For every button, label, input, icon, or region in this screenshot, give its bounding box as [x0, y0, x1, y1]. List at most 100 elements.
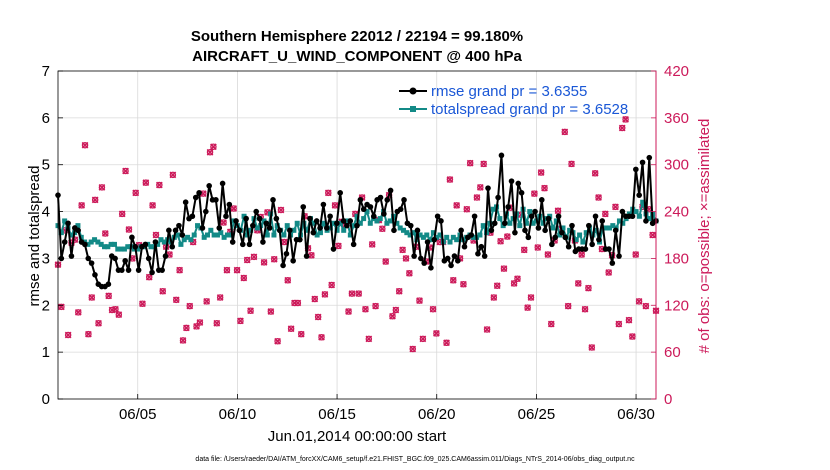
obs-assimilated-point [406, 269, 413, 277]
obs-possible-point [564, 302, 572, 310]
obs-assimilated-point [85, 330, 92, 338]
rmse-point [213, 197, 219, 203]
y-right-tick-label: 60 [664, 344, 681, 361]
spread-point [304, 227, 310, 233]
spread-point [427, 237, 433, 243]
obs-possible-point [514, 275, 521, 282]
rmse-point [176, 222, 182, 229]
spread-point [523, 220, 529, 226]
obs-possible-point [176, 266, 183, 274]
obs-assimilated-point [203, 298, 211, 305]
obs-possible-point [477, 184, 484, 191]
obs-assimilated-point [541, 184, 548, 192]
obs-possible-point [237, 317, 244, 325]
spread-point [68, 232, 74, 238]
obs-assimilated-point [490, 294, 498, 301]
rmse-point [505, 204, 511, 210]
spread-point [583, 230, 589, 236]
rmse-point [478, 243, 485, 250]
obs-possible-point [274, 337, 281, 345]
obs-possible-point [595, 194, 602, 201]
obs-possible-point [223, 266, 231, 274]
spread-point [424, 232, 430, 238]
rmse-point [535, 225, 542, 231]
spread-point [437, 232, 443, 238]
obs-possible-point [270, 255, 278, 263]
rmse-point [192, 194, 199, 201]
obs-assimilated-point [449, 276, 457, 284]
spread-point [454, 237, 460, 243]
obs-assimilated-point [152, 231, 160, 239]
spread-point [105, 244, 111, 250]
obs-possible-point [105, 292, 112, 300]
spread-point [417, 232, 423, 238]
rmse-point [125, 267, 132, 273]
obs-assimilated-point [574, 280, 582, 287]
rmse-point [428, 265, 434, 271]
spread-point [500, 223, 506, 229]
spread-point [218, 230, 224, 236]
obs-possible-point [233, 266, 241, 274]
obs-possible-point [429, 305, 437, 313]
spread-point [135, 246, 141, 252]
rmse-point [562, 234, 569, 241]
rmse-point [216, 225, 223, 231]
y-left-tick-label: 3 [42, 250, 50, 267]
spread-point [354, 213, 360, 219]
obs-assimilated-point [463, 205, 471, 213]
rmse-point [488, 227, 495, 234]
obs-possible-point [169, 171, 177, 179]
obs-possible-point [642, 302, 650, 310]
obs-assimilated-point [395, 287, 403, 295]
obs-assimilated-point [172, 296, 180, 304]
spread-point [95, 239, 101, 245]
obs-possible-point [328, 281, 335, 289]
rmse-point [549, 241, 555, 248]
obs-possible-point [409, 345, 416, 353]
rmse-point [320, 201, 327, 208]
rmse-point [586, 222, 592, 229]
obs-assimilated-point [649, 231, 656, 239]
rmse-point [239, 241, 246, 248]
obs-possible-point [531, 190, 538, 197]
spread-point [185, 234, 191, 240]
obs-possible-point [443, 339, 450, 347]
y-right-tick-label: 240 [664, 204, 689, 221]
rmse-point [599, 218, 606, 224]
obs-assimilated-point [186, 302, 194, 310]
spread-point [88, 239, 94, 245]
y-right-tick-label: 120 [664, 297, 689, 314]
obs-assimilated-point [348, 290, 356, 297]
obs-assimilated-point [632, 251, 640, 258]
rmse-point [424, 239, 431, 245]
spread-point [221, 234, 227, 240]
rmse-point [129, 234, 135, 241]
obs-possible-point [561, 128, 569, 136]
legend-spread-label: totalspread grand pr = 3.6528 [431, 101, 628, 118]
obs-assimilated-point [585, 284, 592, 292]
obs-assimilated-point [78, 201, 86, 209]
spread-point [181, 237, 187, 243]
spread-point [530, 220, 536, 226]
obs-assimilated-point [510, 280, 518, 287]
obs-possible-point [399, 246, 406, 254]
obs-possible-point [625, 316, 633, 324]
rmse-point [189, 213, 196, 220]
obs-assimilated-point [81, 141, 89, 149]
spread-point [178, 241, 184, 247]
obs-assimilated-point [446, 176, 454, 183]
obs-possible-point [460, 280, 467, 288]
rmse-point [166, 227, 172, 234]
obs-possible-point [463, 205, 471, 213]
rmse-point [135, 267, 142, 273]
rmse-point [444, 255, 451, 262]
rmse-point [518, 190, 525, 196]
obs-assimilated-point [564, 302, 572, 310]
x-tick-label: 06/10 [219, 406, 257, 423]
rmse-point [172, 227, 179, 234]
rmse-point [223, 213, 229, 220]
obs-possible-point [544, 251, 552, 258]
obs-assimilated-point [493, 282, 501, 290]
obs-assimilated-point [429, 305, 437, 313]
obs-assimilated-point [64, 331, 72, 339]
